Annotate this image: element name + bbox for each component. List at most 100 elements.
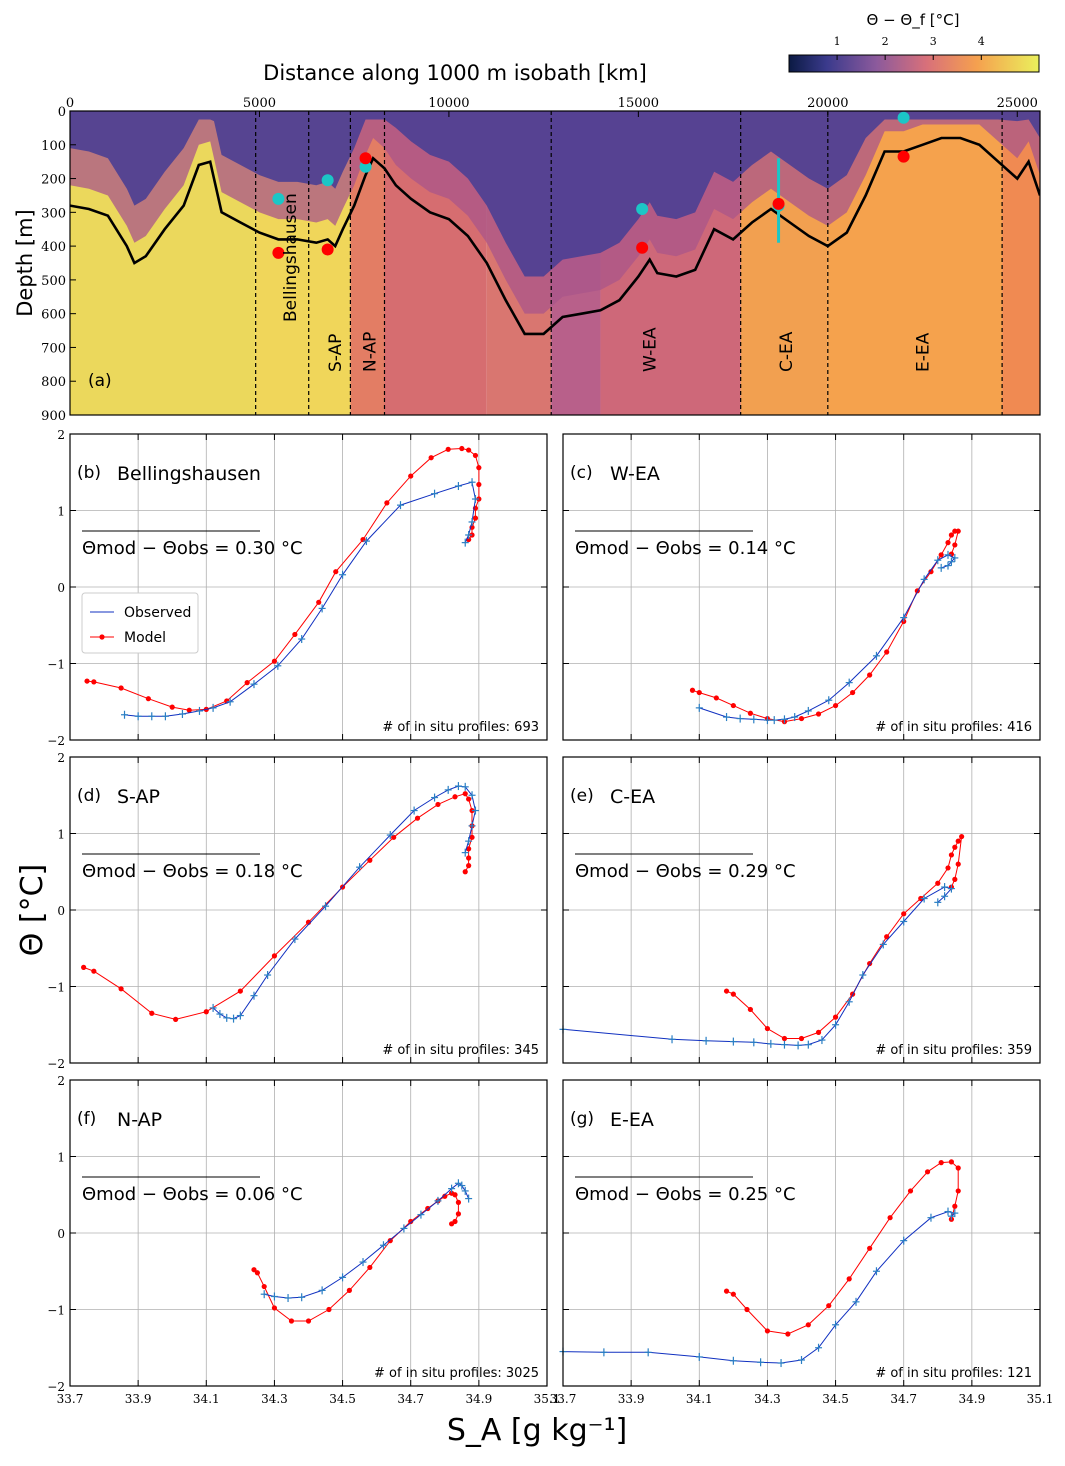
model-point xyxy=(254,1270,260,1276)
model-point xyxy=(91,968,97,974)
panel-title: Bellingshausen xyxy=(117,463,261,485)
model-point xyxy=(928,569,934,575)
model-point xyxy=(408,1218,414,1225)
red-dot xyxy=(897,150,910,163)
x-tick-label: 10000 xyxy=(428,96,469,111)
model-point xyxy=(884,649,890,655)
model-point xyxy=(149,1010,155,1016)
profiles-count: # of in situ profiles: 693 xyxy=(382,720,539,735)
model-point xyxy=(435,801,441,808)
y-tick-label: 900 xyxy=(41,409,66,424)
observed-line xyxy=(212,785,476,1020)
model-point xyxy=(173,1016,179,1022)
x-tick-label: 34.5 xyxy=(329,1392,356,1406)
red-dot xyxy=(359,152,372,165)
model-point xyxy=(455,1211,462,1217)
model-point xyxy=(452,1192,458,1198)
colorbar-tick-label: 4 xyxy=(978,35,985,48)
x-tick-label: 34.7 xyxy=(890,1392,917,1406)
panel-label: (e) xyxy=(570,786,594,806)
model-point xyxy=(955,838,961,844)
annotation: Θmod − Θobs = 0.25 °C xyxy=(575,1184,796,1205)
heatmap xyxy=(70,111,1040,415)
model-line xyxy=(86,447,480,711)
profiles-count: # of in situ profiles: 359 xyxy=(875,1043,1032,1058)
y-tick-label: −1 xyxy=(47,658,65,672)
y-tick-label: 1 xyxy=(57,828,65,842)
top-ylabel: Depth [m] xyxy=(13,209,37,316)
legend: Observed Model xyxy=(81,592,199,654)
model-point xyxy=(326,1306,332,1313)
model-point xyxy=(689,687,696,693)
model-point xyxy=(850,689,856,696)
model-point xyxy=(449,1221,455,1227)
x-tick-label: 35.1 xyxy=(1027,1392,1054,1406)
colorbar-tick-label: 1 xyxy=(834,35,841,48)
panel-label: (d) xyxy=(77,786,101,806)
model-point xyxy=(826,1303,832,1309)
model-point xyxy=(907,1188,914,1194)
panel-a-section: Distance along 1000 m isobath [km] Depth… xyxy=(13,11,1041,424)
model-point xyxy=(445,446,451,452)
model-point xyxy=(118,986,124,992)
colorbar-tick-label: 3 xyxy=(930,35,937,48)
model-point xyxy=(846,1276,852,1282)
model-point xyxy=(244,680,250,686)
cyan-dot xyxy=(636,202,649,215)
profiles-count: # of in situ profiles: 121 xyxy=(875,1366,1032,1381)
model-point xyxy=(781,1035,788,1042)
model-line xyxy=(726,1161,959,1335)
x-tick-label: 34.3 xyxy=(261,1392,288,1406)
y-tick-label: −1 xyxy=(47,981,65,995)
panel-label: (c) xyxy=(570,463,593,483)
model-point xyxy=(261,1283,267,1290)
model-point xyxy=(924,1169,931,1175)
model-point xyxy=(730,991,736,997)
model-point xyxy=(169,704,175,710)
panel-title: W-EA xyxy=(610,463,660,485)
legend-observed-label: Observed xyxy=(124,605,191,621)
panel-a-ticks: 0 5000 10000 15000 20000 25000 0 100 200 300 400 50… xyxy=(41,96,1038,424)
model-point xyxy=(466,447,472,453)
model-point xyxy=(744,1306,750,1313)
ts-panel-d: −2 −1 0 1 2 (d) S-AP Θmod − Θobs = 0.18 °C # of … xyxy=(47,751,548,1071)
model-point xyxy=(472,452,479,459)
model-point xyxy=(747,710,753,716)
x-tick-label: 25000 xyxy=(997,96,1038,111)
model-point xyxy=(91,679,97,685)
model-point xyxy=(288,1318,295,1324)
observed-line xyxy=(264,1182,470,1299)
region-label: E-EA xyxy=(914,332,934,372)
model-point xyxy=(414,815,421,821)
model-point xyxy=(346,1287,352,1293)
model-point xyxy=(466,846,472,852)
x-tick-label: 34.9 xyxy=(465,1392,492,1406)
model-point xyxy=(387,1238,393,1244)
model-line xyxy=(726,834,963,1039)
panel-a-frame xyxy=(69,110,1041,416)
model-point xyxy=(867,1245,873,1251)
y-tick-label: 400 xyxy=(41,240,66,255)
model-point xyxy=(476,481,482,488)
black-line xyxy=(70,136,1040,336)
profiles-count: # of in situ profiles: 345 xyxy=(382,1043,539,1058)
model-point xyxy=(466,863,472,869)
annotation: Θmod − Θobs = 0.18 °C xyxy=(82,861,303,882)
model-point xyxy=(203,1009,209,1015)
model-point xyxy=(948,1159,955,1165)
ts-panel-g: 33.7 33.9 34.1 34.3 34.5 34.7 34.9 35.1 (g) E-EA Θ… xyxy=(550,1079,1054,1406)
y-tick-label: 600 xyxy=(41,308,66,323)
model-point xyxy=(955,1165,961,1171)
model-point xyxy=(271,1305,278,1311)
red-dot xyxy=(772,197,785,210)
model-point xyxy=(384,500,390,506)
colorbar-label: Θ − Θ_f [°C] xyxy=(867,11,960,30)
model-point xyxy=(455,1199,462,1205)
y-tick-label: −2 xyxy=(47,1380,65,1394)
annotation: Θmod − Θobs = 0.14 °C xyxy=(575,538,796,559)
model-point xyxy=(476,465,482,471)
model-point xyxy=(333,569,339,575)
red-dot xyxy=(272,246,285,259)
legend-model-label: Model xyxy=(124,630,166,646)
